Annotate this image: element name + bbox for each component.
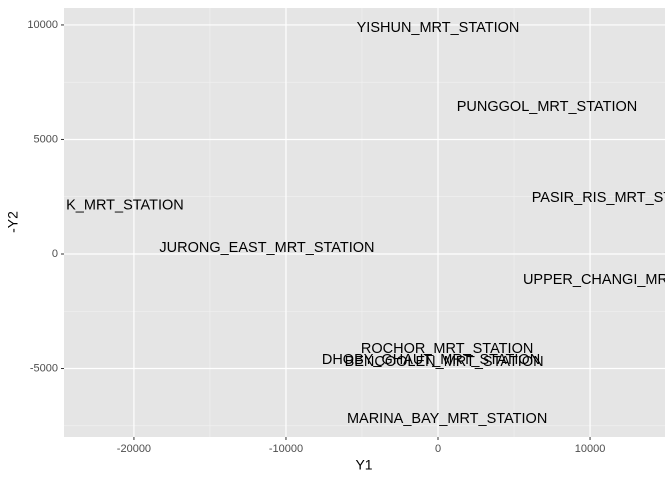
x-tick-label: 0 bbox=[435, 443, 441, 455]
point-label: UPPER_CHANGI_MRT_STATION bbox=[523, 272, 672, 288]
point-label: MARINA_BAY_MRT_STATION bbox=[347, 411, 547, 427]
point-label: K_MRT_STATION bbox=[66, 197, 184, 213]
point-label: DHOBY_GHAUT_MRT_STATION bbox=[322, 352, 540, 368]
x-tick-label: -10000 bbox=[269, 443, 303, 455]
point-label: ROCHOR_MRT_STATION bbox=[361, 341, 533, 357]
y-tick-label: -5000 bbox=[30, 362, 58, 374]
point-label: PASIR_RIS_MRT_STATION bbox=[532, 190, 672, 206]
x-tick-label: -20000 bbox=[117, 443, 151, 455]
y-axis-title: -Y2 bbox=[5, 211, 21, 233]
y-tick-label: 0 bbox=[52, 248, 58, 260]
labels: YISHUN_MRT_STATION PUNGGOL_MRT_STATION K_M… bbox=[66, 20, 672, 427]
grid: -20000 -10000 0 10000 -5000 0 5000 10000 bbox=[27, 8, 665, 455]
point-label: JURONG_EAST_MRT_STATION bbox=[159, 240, 374, 256]
point-label: BENCOOLEN_MRT_STATION bbox=[345, 354, 544, 370]
y-tick-label: 5000 bbox=[34, 133, 58, 145]
y-tick-label: 10000 bbox=[27, 19, 58, 31]
point-label: PUNGGOL_MRT_STATION bbox=[457, 99, 637, 115]
point-label: YISHUN_MRT_STATION bbox=[357, 20, 520, 36]
x-tick-label: 10000 bbox=[575, 443, 606, 455]
x-axis-title: Y1 bbox=[355, 457, 372, 473]
panel bbox=[64, 8, 665, 437]
